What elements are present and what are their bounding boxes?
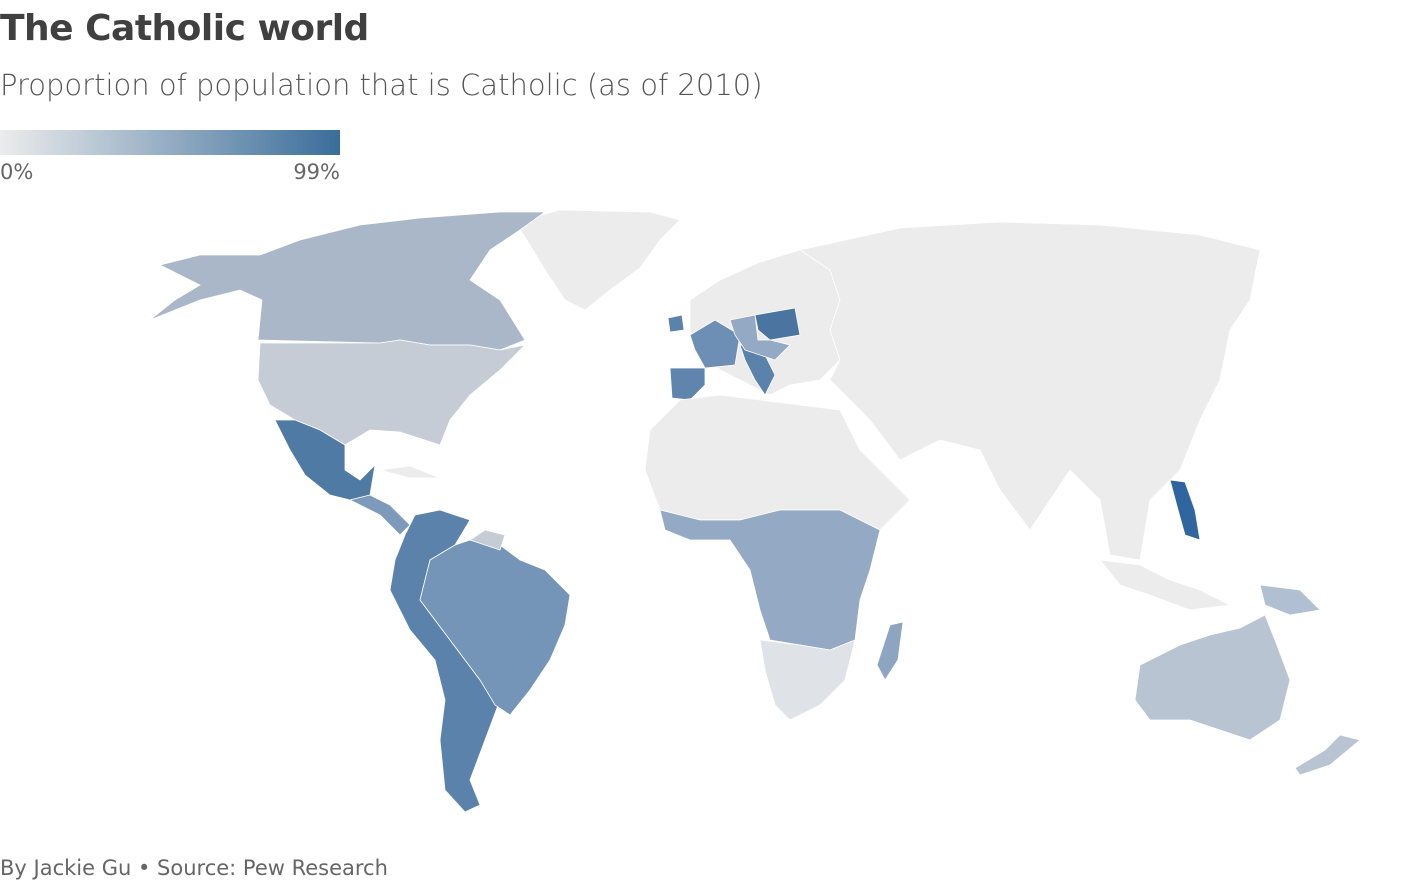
cuba: [379, 465, 441, 479]
poland: [754, 307, 801, 341]
legend-gradient: [0, 130, 340, 155]
france: [689, 319, 741, 369]
new-zealand: [1294, 734, 1361, 776]
ireland: [667, 314, 685, 333]
credit: By Jackie Gu • Source: Pew Research: [0, 856, 388, 880]
southern-africa: [759, 639, 856, 721]
madagascar: [876, 621, 904, 681]
greenland: [514, 209, 681, 311]
canada: [149, 211, 547, 351]
subtitle: Proportion of population that is Catholi…: [0, 68, 763, 102]
central-europe: [729, 314, 791, 361]
papua: [1259, 584, 1321, 616]
indonesia: [1099, 559, 1232, 611]
title: The Catholic world: [0, 8, 369, 49]
legend-min: 0%: [0, 160, 34, 184]
central-america: [348, 494, 411, 536]
iberia: [669, 367, 706, 401]
legend-max: 99%: [293, 160, 340, 184]
asia: [798, 221, 1261, 561]
philippines: [1169, 479, 1201, 541]
australia: [1134, 614, 1291, 741]
guianas: [469, 529, 506, 551]
central-africa: [659, 509, 881, 651]
mexico: [274, 419, 376, 501]
